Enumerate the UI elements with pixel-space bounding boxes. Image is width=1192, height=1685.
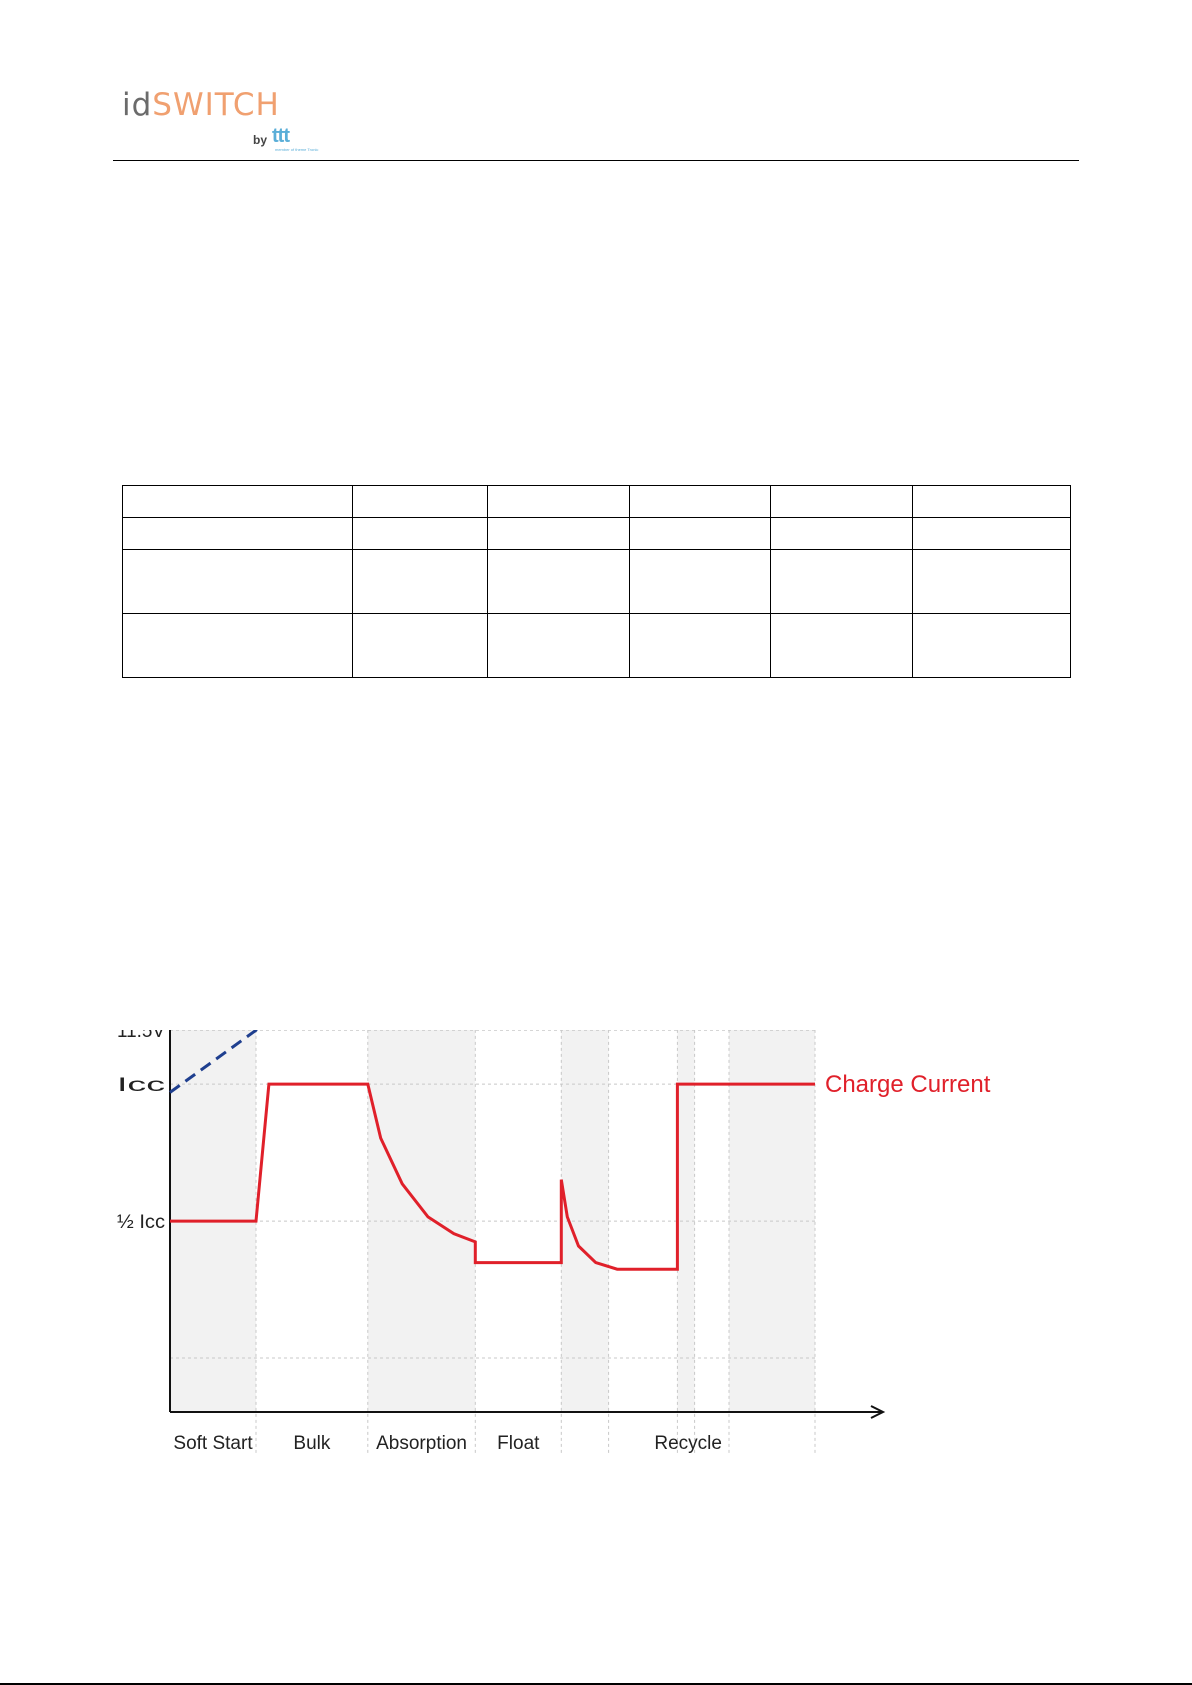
charging-profile-chart: 11.5V Icc ½ Icc Soft Start Bulk Absorption Flo… [110,1030,1010,1470]
spec-table [122,485,1071,678]
table-cell [770,549,913,614]
table-cell [912,517,1071,550]
logo-by-text: by [253,133,268,147]
table-row [122,613,1071,678]
logo-wordmark: idSWITCH [122,88,280,122]
footer-divider [0,1683,1192,1685]
table-row [122,517,1071,550]
table-cell [487,485,630,518]
logo-brand-text: ttt [272,125,290,147]
logo-switch-text: SWITCH [152,87,280,123]
table-cell [770,485,913,518]
table-cell [122,517,353,550]
table-cell [487,613,630,678]
table-cell [352,517,488,550]
table-cell [487,549,630,614]
table-cell [770,613,913,678]
header-divider [113,160,1079,161]
table-cell [352,485,488,518]
logo-brand-subtext: member of theme Tronic [275,147,319,152]
table-cell [912,549,1071,614]
chart-canvas: 11.5V Icc ½ Icc Soft Start Bulk Absorption Flo… [117,1030,991,1454]
phase-label: Recycle [654,1433,722,1454]
y-tick-label: 11.5V [117,1030,165,1042]
series-line [170,1082,815,1271]
phase-label: Bulk [293,1433,330,1454]
table-cell [352,549,488,614]
table-cell [122,613,353,678]
y-tick-label: ½ Icc [117,1212,165,1233]
table-cell [770,517,913,550]
phase-label: Soft Start [173,1433,253,1454]
table-row [122,549,1071,614]
table-cell [912,485,1071,518]
y-tick-label: Icc [117,1075,165,1096]
table-cell [629,485,771,518]
idswitch-logo: idSWITCH by ttt member of theme Tronic [122,88,322,154]
table-cell [122,549,353,614]
shaded-band [367,1030,476,1412]
table-cell [352,613,488,678]
table-cell [629,613,771,678]
phase-label: Absorption [376,1433,467,1454]
table-cell [629,549,771,614]
series-label: Charge Current [825,1071,991,1098]
table-cell [629,517,771,550]
logo-id-text: id [122,87,153,123]
phase-label: Float [497,1433,540,1454]
table-cell [912,613,1071,678]
table-cell [487,517,630,550]
table-cell [122,485,353,518]
x-axis-arrow [870,1405,886,1419]
table-row [122,485,1071,518]
